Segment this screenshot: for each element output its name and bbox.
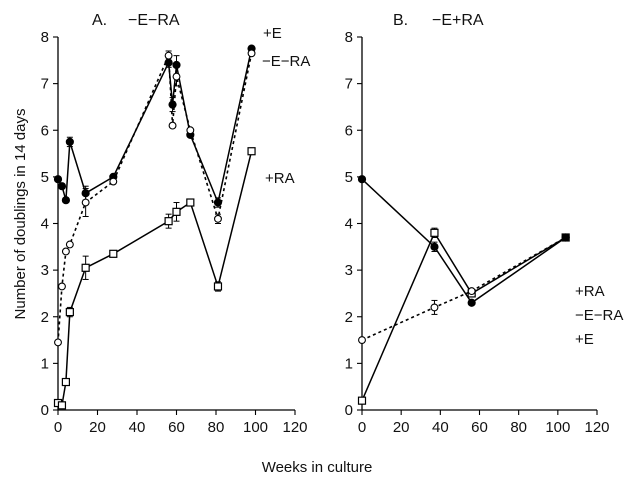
series-line [361, 236, 567, 341]
x-axis-label: Weeks in culture [262, 459, 373, 476]
y-tick-label: 1 [345, 355, 353, 372]
data-point [57, 401, 67, 410]
data-point [65, 240, 74, 249]
data-point [61, 247, 70, 256]
y-tick-label: 3 [41, 262, 49, 279]
data-point [109, 177, 118, 186]
data-point [61, 196, 71, 205]
x-tick-label: 100 [545, 419, 570, 436]
data-point [172, 72, 181, 81]
data-point [53, 175, 63, 184]
series-label: −E−RA [262, 53, 310, 70]
data-point [65, 137, 74, 147]
data-point [358, 336, 366, 345]
y-axis-label: Number of doublings in 14 days [12, 109, 29, 320]
data-point [357, 396, 367, 405]
y-tick-label: 5 [345, 169, 353, 186]
y-tick-label: 1 [41, 355, 49, 372]
x-tick-label: 80 [510, 419, 527, 436]
x-tick-label: 40 [129, 419, 146, 436]
data-point [213, 282, 223, 291]
data-point [467, 298, 476, 307]
data-point [247, 147, 256, 156]
panel-title: −E−RA [128, 12, 180, 29]
x-tick-label: 40 [432, 419, 449, 436]
y-tick-label: 2 [41, 309, 49, 326]
x-tick-label: 0 [358, 419, 366, 436]
data-point [54, 338, 62, 347]
series-line [361, 178, 567, 304]
y-tick-label: 4 [41, 216, 49, 233]
series-label: +RA [575, 283, 605, 300]
series-label: −E−RA [575, 307, 623, 324]
data-point [430, 242, 439, 251]
x-tick-label: 20 [89, 419, 106, 436]
data-point [164, 51, 173, 60]
y-tick-label: 3 [345, 262, 353, 279]
x-tick-label: 60 [471, 419, 488, 436]
series-label: +E [263, 25, 282, 42]
data-point [81, 263, 90, 272]
y-tick-label: 7 [345, 76, 353, 93]
data-point [247, 49, 256, 58]
data-point [186, 126, 195, 135]
x-tick-label: 120 [584, 419, 609, 436]
series-line [57, 48, 253, 206]
data-point [430, 303, 439, 312]
panel-label: A. [92, 12, 107, 29]
data-point [214, 214, 222, 223]
data-point [57, 182, 67, 191]
y-tick-label: 6 [41, 122, 49, 139]
data-point [172, 207, 181, 216]
y-tick-label: 6 [345, 122, 353, 139]
data-point [109, 249, 118, 258]
y-tick-label: 8 [345, 29, 353, 46]
x-tick-label: 120 [282, 419, 307, 436]
x-tick-label: 0 [54, 419, 62, 436]
y-tick-label: 0 [345, 402, 353, 419]
data-point [57, 282, 66, 291]
x-tick-label: 100 [243, 419, 268, 436]
y-tick-label: 7 [41, 76, 49, 93]
x-tick-label: 20 [393, 419, 410, 436]
data-point [81, 198, 90, 207]
y-tick-label: 4 [345, 216, 353, 233]
panel-label: B. [393, 12, 408, 29]
data-point [61, 377, 71, 387]
data-point [65, 307, 74, 317]
data-point [430, 228, 439, 237]
panel-title: −E+RA [432, 12, 484, 29]
data-point [561, 233, 570, 242]
data-point [186, 198, 195, 207]
series-label: +RA [265, 170, 295, 187]
y-tick-label: 8 [41, 29, 49, 46]
data-point [357, 175, 367, 184]
x-tick-label: 80 [208, 419, 225, 436]
y-tick-label: 0 [41, 402, 49, 419]
data-point [467, 287, 476, 296]
series-label: +E [575, 331, 594, 348]
series-line [57, 53, 253, 343]
series-line [361, 231, 567, 401]
x-tick-label: 60 [168, 419, 185, 436]
data-point [164, 217, 173, 226]
y-tick-label: 5 [41, 169, 49, 186]
data-point [168, 121, 177, 130]
y-tick-label: 2 [345, 309, 353, 326]
